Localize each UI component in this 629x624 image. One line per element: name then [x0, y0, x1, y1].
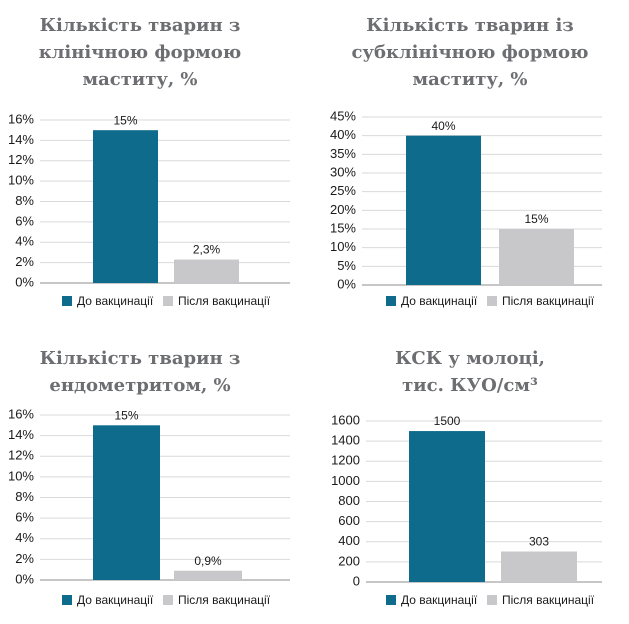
y-tick-label: 1600	[331, 412, 360, 427]
data-label: 15%	[524, 212, 548, 226]
legend-swatch	[163, 296, 173, 306]
y-tick-label: 15%	[330, 220, 356, 235]
y-tick-label: 12%	[8, 152, 34, 167]
data-label: 0,9%	[194, 554, 222, 568]
y-tick-label: 8%	[15, 489, 34, 504]
chart-title: КСК у молоці, тис. КУО/см³	[395, 348, 545, 396]
y-tick-label: 1200	[331, 453, 360, 468]
y-tick-label: 400	[338, 533, 360, 548]
y-tick-label: 10%	[330, 239, 356, 254]
y-tick-label: 0%	[15, 274, 34, 289]
chart-title: Кількість тварин з клінічною формою маст…	[38, 15, 242, 90]
legend-label: До вакцинації	[77, 593, 154, 607]
y-tick-label: 5%	[337, 258, 356, 273]
bar	[93, 425, 160, 580]
y-tick-label: 16%	[8, 406, 34, 421]
data-label: 40%	[431, 119, 455, 133]
y-tick-label: 16%	[8, 111, 34, 126]
legend-label: До вакцинації	[401, 294, 478, 308]
y-tick-label: 800	[338, 493, 360, 508]
y-tick-label: 0%	[337, 276, 356, 291]
legend-swatch	[487, 595, 497, 605]
y-tick-label: 45%	[330, 108, 356, 123]
legend-label: До вакцинації	[77, 294, 154, 308]
bar	[406, 135, 481, 285]
y-tick-label: 0	[353, 573, 360, 588]
bar	[93, 130, 158, 283]
y-tick-label: 6%	[15, 213, 34, 228]
y-tick-label: 1000	[331, 473, 360, 488]
legend-label: Після вакцинації	[178, 593, 271, 607]
y-tick-label: 12%	[8, 448, 34, 463]
y-tick-label: 25%	[330, 183, 356, 198]
data-label: 15%	[114, 408, 138, 422]
y-tick-label: 1400	[331, 433, 360, 448]
legend-label: До вакцинації	[401, 593, 478, 607]
y-tick-label: 2%	[15, 254, 34, 269]
data-label: 1500	[434, 414, 461, 428]
y-tick-label: 4%	[15, 234, 34, 249]
y-tick-label: 20%	[330, 202, 356, 217]
bar	[499, 229, 574, 285]
y-tick-label: 0%	[15, 571, 34, 586]
bar	[409, 431, 485, 582]
data-label: 303	[529, 535, 549, 549]
y-tick-label: 2%	[15, 551, 34, 566]
y-tick-label: 6%	[15, 510, 34, 525]
y-tick-label: 10%	[8, 173, 34, 188]
y-tick-label: 30%	[330, 164, 356, 179]
legend-swatch	[386, 296, 396, 306]
data-label: 2,3%	[193, 243, 221, 257]
y-tick-label: 4%	[15, 530, 34, 545]
legend-label: Після вакцинації	[502, 294, 595, 308]
legend-swatch	[386, 595, 396, 605]
y-tick-label: 200	[338, 553, 360, 568]
legend-label: Після вакцинації	[178, 294, 271, 308]
y-tick-label: 600	[338, 513, 360, 528]
legend-swatch	[62, 296, 72, 306]
legend-swatch	[62, 595, 72, 605]
legend-swatch	[163, 595, 173, 605]
y-tick-label: 35%	[330, 146, 356, 161]
y-tick-label: 14%	[8, 132, 34, 147]
y-tick-label: 40%	[330, 127, 356, 142]
chart-title: Кількість тварин з ендометритом, %	[39, 348, 241, 396]
bar	[174, 570, 242, 580]
bar	[174, 259, 239, 283]
chart-title: Кількість тварин із субклінічною формою …	[351, 15, 589, 90]
y-tick-label: 10%	[8, 468, 34, 483]
y-tick-label: 14%	[8, 427, 34, 442]
y-tick-label: 8%	[15, 193, 34, 208]
legend-label: Після вакцинації	[502, 593, 595, 607]
legend-swatch	[487, 296, 497, 306]
data-label: 15%	[113, 113, 137, 127]
bar	[501, 551, 577, 582]
